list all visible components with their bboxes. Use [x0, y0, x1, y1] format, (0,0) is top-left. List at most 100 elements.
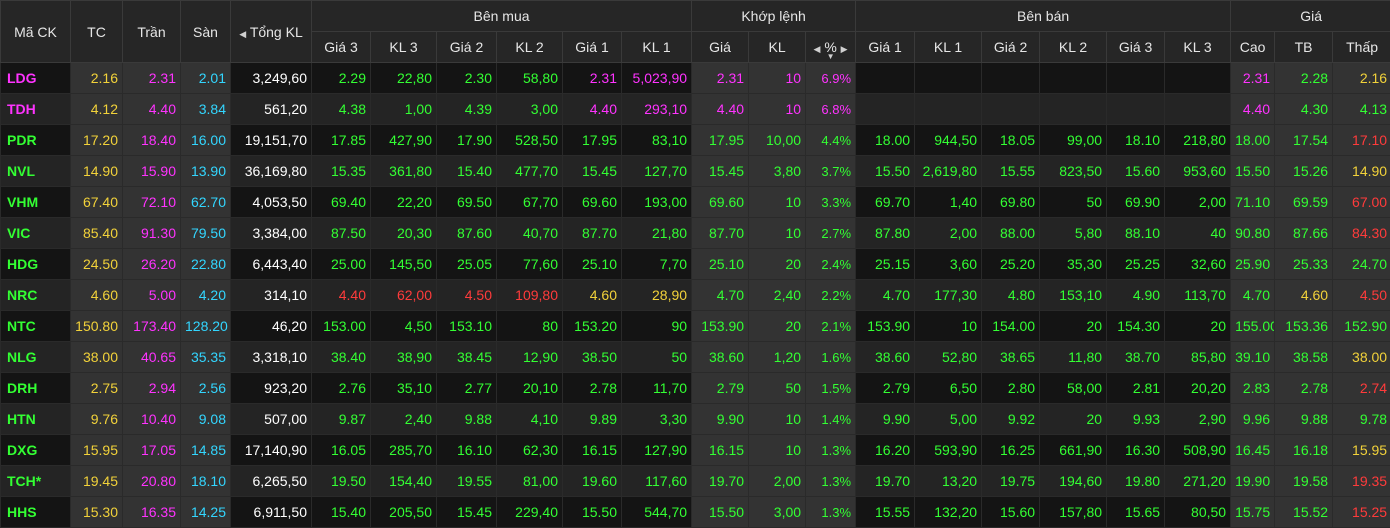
buy-price3-cell[interactable]: 17.85 — [312, 125, 371, 156]
sell-price2-cell[interactable]: 15.60 — [982, 497, 1040, 528]
sell-vol2-cell[interactable]: 661,90 — [1040, 435, 1107, 466]
symbol-cell[interactable]: HHS — [1, 497, 71, 528]
symbol-cell[interactable]: NTC — [1, 311, 71, 342]
sell-vol3-cell[interactable]: 271,20 — [1165, 466, 1231, 497]
buy-vol3-cell[interactable]: 4,50 — [371, 311, 437, 342]
buy-vol1-cell[interactable]: 293,10 — [622, 94, 692, 125]
sell-price3-cell[interactable]: 4.90 — [1107, 280, 1165, 311]
sell-vol3-cell[interactable]: 508,90 — [1165, 435, 1231, 466]
buy-price1-cell[interactable]: 4.60 — [563, 280, 622, 311]
symbol-cell[interactable]: VHM — [1, 187, 71, 218]
symbol-cell[interactable]: HDG — [1, 249, 71, 280]
header-sell-price3[interactable]: Giá 3 — [1107, 32, 1165, 63]
sell-price2-cell[interactable]: 2.80 — [982, 373, 1040, 404]
header-ref[interactable]: TC — [71, 1, 123, 63]
header-high[interactable]: Cao — [1231, 32, 1275, 63]
sell-vol1-cell[interactable] — [915, 94, 982, 125]
buy-vol1-cell[interactable]: 127,70 — [622, 156, 692, 187]
sell-vol2-cell[interactable]: 157,80 — [1040, 497, 1107, 528]
header-ceil[interactable]: Trần — [123, 1, 181, 63]
buy-price1-cell[interactable]: 2.78 — [563, 373, 622, 404]
sell-price2-cell[interactable] — [982, 63, 1040, 94]
buy-vol2-cell[interactable]: 528,50 — [497, 125, 563, 156]
buy-price2-cell[interactable]: 15.45 — [437, 497, 497, 528]
sell-price2-cell[interactable]: 19.75 — [982, 466, 1040, 497]
header-buy-vol1[interactable]: KL 1 — [622, 32, 692, 63]
buy-vol2-cell[interactable]: 62,30 — [497, 435, 563, 466]
buy-vol2-cell[interactable]: 109,80 — [497, 280, 563, 311]
buy-vol3-cell[interactable]: 38,90 — [371, 342, 437, 373]
buy-price1-cell[interactable]: 9.89 — [563, 404, 622, 435]
sell-vol2-cell[interactable]: 194,60 — [1040, 466, 1107, 497]
buy-vol2-cell[interactable]: 81,00 — [497, 466, 563, 497]
buy-vol1-cell[interactable]: 83,10 — [622, 125, 692, 156]
sell-vol1-cell[interactable]: 3,60 — [915, 249, 982, 280]
buy-price3-cell[interactable]: 153.00 — [312, 311, 371, 342]
buy-vol2-cell[interactable]: 477,70 — [497, 156, 563, 187]
sell-vol2-cell[interactable]: 35,30 — [1040, 249, 1107, 280]
buy-price1-cell[interactable]: 69.60 — [563, 187, 622, 218]
sell-price2-cell[interactable]: 38.65 — [982, 342, 1040, 373]
sell-vol3-cell[interactable]: 953,60 — [1165, 156, 1231, 187]
buy-price1-cell[interactable]: 2.31 — [563, 63, 622, 94]
sell-vol2-cell[interactable]: 5,80 — [1040, 218, 1107, 249]
sell-vol1-cell[interactable]: 593,90 — [915, 435, 982, 466]
buy-price2-cell[interactable]: 69.50 — [437, 187, 497, 218]
buy-price3-cell[interactable]: 87.50 — [312, 218, 371, 249]
sell-price2-cell[interactable]: 25.20 — [982, 249, 1040, 280]
sell-price1-cell[interactable]: 69.70 — [856, 187, 915, 218]
buy-vol3-cell[interactable]: 20,30 — [371, 218, 437, 249]
header-match-price[interactable]: Giá — [692, 32, 749, 63]
sell-vol1-cell[interactable]: 6,50 — [915, 373, 982, 404]
sell-price1-cell[interactable]: 153.90 — [856, 311, 915, 342]
sell-vol3-cell[interactable]: 113,70 — [1165, 280, 1231, 311]
buy-vol3-cell[interactable]: 154,40 — [371, 466, 437, 497]
buy-price1-cell[interactable]: 17.95 — [563, 125, 622, 156]
sell-price1-cell[interactable]: 16.20 — [856, 435, 915, 466]
sell-vol1-cell[interactable]: 2,00 — [915, 218, 982, 249]
sell-price3-cell[interactable]: 2.81 — [1107, 373, 1165, 404]
header-low[interactable]: Thấp — [1333, 32, 1390, 63]
buy-price1-cell[interactable]: 25.10 — [563, 249, 622, 280]
buy-price1-cell[interactable]: 4.40 — [563, 94, 622, 125]
buy-vol2-cell[interactable]: 3,00 — [497, 94, 563, 125]
sell-vol1-cell[interactable] — [915, 63, 982, 94]
buy-vol1-cell[interactable]: 544,70 — [622, 497, 692, 528]
header-buy-price3[interactable]: Giá 3 — [312, 32, 371, 63]
buy-vol1-cell[interactable]: 3,30 — [622, 404, 692, 435]
sell-vol3-cell[interactable]: 20,20 — [1165, 373, 1231, 404]
buy-price3-cell[interactable]: 2.76 — [312, 373, 371, 404]
buy-price3-cell[interactable]: 4.40 — [312, 280, 371, 311]
buy-vol2-cell[interactable]: 12,90 — [497, 342, 563, 373]
sell-vol3-cell[interactable]: 32,60 — [1165, 249, 1231, 280]
buy-price3-cell[interactable]: 38.40 — [312, 342, 371, 373]
buy-price2-cell[interactable]: 17.90 — [437, 125, 497, 156]
sell-vol1-cell[interactable]: 13,20 — [915, 466, 982, 497]
sell-price2-cell[interactable]: 154.00 — [982, 311, 1040, 342]
buy-vol3-cell[interactable]: 22,20 — [371, 187, 437, 218]
header-floor[interactable]: Sàn — [181, 1, 231, 63]
buy-price1-cell[interactable]: 38.50 — [563, 342, 622, 373]
symbol-cell[interactable]: PDR — [1, 125, 71, 156]
sell-vol3-cell[interactable]: 40 — [1165, 218, 1231, 249]
buy-vol2-cell[interactable]: 80 — [497, 311, 563, 342]
buy-vol1-cell[interactable]: 21,80 — [622, 218, 692, 249]
buy-vol2-cell[interactable]: 77,60 — [497, 249, 563, 280]
symbol-cell[interactable]: TDH — [1, 94, 71, 125]
buy-vol3-cell[interactable]: 285,70 — [371, 435, 437, 466]
buy-price2-cell[interactable]: 19.55 — [437, 466, 497, 497]
buy-price1-cell[interactable]: 15.50 — [563, 497, 622, 528]
sell-price3-cell[interactable]: 154.30 — [1107, 311, 1165, 342]
buy-price3-cell[interactable]: 2.29 — [312, 63, 371, 94]
buy-price1-cell[interactable]: 87.70 — [563, 218, 622, 249]
buy-price2-cell[interactable]: 9.88 — [437, 404, 497, 435]
